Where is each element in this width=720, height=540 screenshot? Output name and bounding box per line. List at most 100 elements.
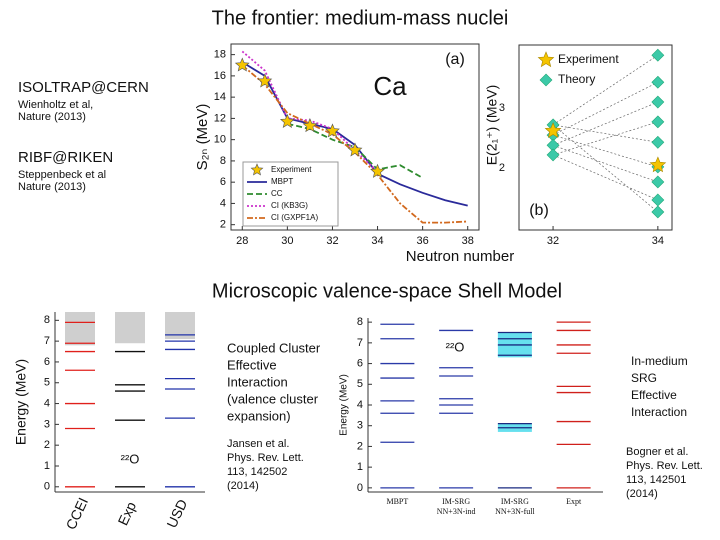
note-ref: Nature (2013) (18, 181, 86, 193)
data-point (347, 142, 363, 157)
text-block-line: 113, 142502 (227, 466, 287, 478)
data-point (257, 73, 273, 88)
data-point (279, 113, 295, 128)
text-block-line: (2014) (626, 488, 658, 500)
data-point (234, 57, 250, 72)
text-block-line: In-medium (631, 354, 688, 368)
y-axis-label: Energy (MeV) (13, 359, 29, 445)
panel-label: (a) (445, 51, 465, 68)
text-block-line: Phys. Rev. Lett. (626, 460, 703, 472)
y-tick-label: 8 (357, 316, 363, 328)
y-axis-label: S₂ₙ (MeV) (194, 104, 211, 171)
data-point (544, 122, 562, 139)
text-block-line: Effective (227, 357, 277, 372)
slide-title: The frontier: medium-mass nuclei (212, 7, 509, 29)
data-point (651, 175, 665, 189)
nucleus-label: Ca (373, 71, 407, 101)
x-tick-label: IM-SRG NN+3N-full (495, 497, 535, 516)
text-block-line: (valence cluster (227, 391, 319, 406)
legend-symbol (537, 51, 555, 68)
y-tick-label: 6 (220, 176, 226, 188)
x-tick-label: 30 (281, 235, 293, 247)
note-heading: RIBF@RIKEN (18, 149, 113, 166)
y-tick-label: 16 (214, 70, 226, 82)
x-tick-label: 36 (417, 235, 429, 247)
y-tick-label: 1 (44, 460, 50, 472)
data-point (651, 95, 665, 109)
y-tick-label: 12 (214, 112, 226, 124)
nucleus-label: ²²O (121, 451, 140, 466)
legend-label: CC (271, 189, 283, 198)
x-tick-label: 34 (652, 235, 664, 247)
y-tick-label: 2 (220, 219, 226, 231)
x-tick-label: 32 (326, 235, 338, 247)
y-axis-label: Energy (MeV) (339, 374, 350, 436)
y-tick-label: 14 (214, 91, 226, 103)
nucleus-label: ²²O (446, 339, 465, 354)
x-tick-label: USD (163, 497, 190, 531)
note-ref: Wienholtz et al, (18, 99, 93, 111)
y-tick-label: 2 (499, 162, 505, 174)
x-tick-label: Expt (566, 497, 582, 506)
data-point (651, 75, 665, 89)
text-block-line: Coupled Cluster (227, 340, 321, 355)
x-tick-label: 32 (547, 235, 559, 247)
y-tick-label: 2 (357, 440, 363, 452)
text-block-line: Effective (631, 388, 677, 402)
y-tick-label: 10 (214, 134, 226, 146)
legend-label: CI (KB3G) (271, 201, 308, 210)
connector (553, 124, 658, 143)
text-block-line: expansion) (227, 408, 291, 423)
x-tick-label: MBPT (386, 497, 408, 506)
text-block-line: (2014) (227, 480, 259, 492)
slide-subtitle: Microscopic valence-space Shell Model (212, 280, 562, 302)
connector (552, 101, 658, 146)
legend-label: Experiment (271, 165, 312, 174)
data-point (651, 115, 665, 129)
connector (552, 81, 659, 136)
continuum (115, 312, 145, 344)
data-point (325, 123, 340, 138)
x-tick-label: 28 (236, 235, 248, 247)
y-tick-label: 7 (357, 337, 363, 349)
x-tick-label: IM-SRG NN+3N-ind (437, 497, 476, 516)
legend-symbol (250, 163, 264, 176)
x-tick-label: Exp (114, 499, 139, 528)
legend-label: CI (GXPF1A) (271, 213, 318, 222)
x-axis-label: Neutron number (406, 248, 514, 265)
y-tick-label: 18 (214, 49, 226, 61)
y-tick-label: 0 (44, 481, 50, 493)
y-tick-label: 8 (44, 314, 50, 326)
y-tick-label: 3 (499, 102, 505, 114)
y-tick-label: 7 (44, 335, 50, 347)
connector (552, 154, 658, 201)
connector (552, 124, 659, 213)
legend-symbol (539, 73, 553, 87)
text-block-line: 113, 142501 (626, 474, 686, 486)
text-block-line: Phys. Rev. Lett. (227, 452, 304, 464)
y-tick-label: 3 (44, 418, 50, 430)
text-block-line: Interaction (631, 405, 687, 419)
x-tick-label: 38 (462, 235, 474, 247)
y-tick-label: 2 (44, 439, 50, 451)
x-tick-label: 34 (371, 235, 383, 247)
data-point (651, 48, 665, 62)
text-block-line: Bogner et al. (626, 446, 688, 458)
note-ref: Steppenbeck et al (18, 169, 106, 181)
data-point (546, 148, 560, 162)
legend-label: Experiment (558, 52, 619, 66)
data-point (302, 118, 318, 133)
text-block-line: Interaction (227, 374, 288, 389)
y-tick-label: 6 (357, 357, 363, 369)
text-block-line: Jansen et al. (227, 438, 289, 450)
data-point (651, 135, 665, 149)
connector (552, 54, 659, 126)
text-block-line: SRG (631, 371, 657, 385)
y-tick-label: 1 (357, 461, 363, 473)
y-tick-label: 5 (357, 378, 363, 390)
data-point (370, 163, 385, 178)
data-point (649, 156, 667, 173)
y-tick-label: 4 (357, 399, 363, 411)
note-heading: ISOLTRAP@CERN (18, 79, 149, 96)
